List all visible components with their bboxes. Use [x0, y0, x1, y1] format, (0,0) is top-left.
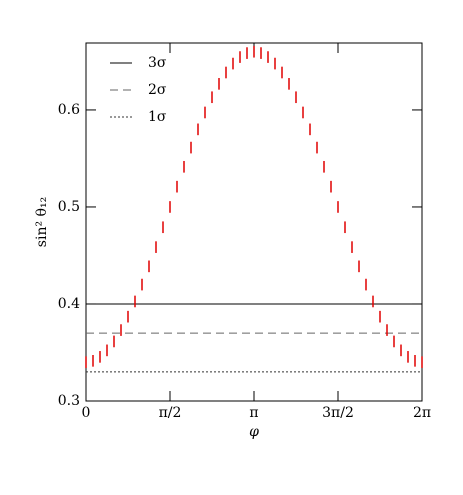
- x-axis-label: φ: [249, 424, 259, 440]
- y-axis-label: sin² θ₁₂: [34, 197, 50, 247]
- legend-label: 3σ: [148, 55, 167, 71]
- x-tick-label: π: [249, 405, 258, 421]
- legend-label: 1σ: [148, 109, 167, 125]
- x-tick-label: π/2: [159, 405, 182, 421]
- x-tick-label: 2π: [413, 405, 431, 421]
- x-tick-label: 0: [82, 405, 91, 421]
- y-tick-label: 0.3: [58, 393, 80, 409]
- y-tick-label: 0.4: [58, 296, 80, 312]
- plot-frame: [85, 42, 423, 402]
- legend-label: 2σ: [148, 82, 167, 98]
- y-tick-label: 0.5: [58, 199, 80, 215]
- y-tick-label: 0.6: [58, 102, 80, 118]
- x-tick-label: 3π/2: [322, 405, 354, 421]
